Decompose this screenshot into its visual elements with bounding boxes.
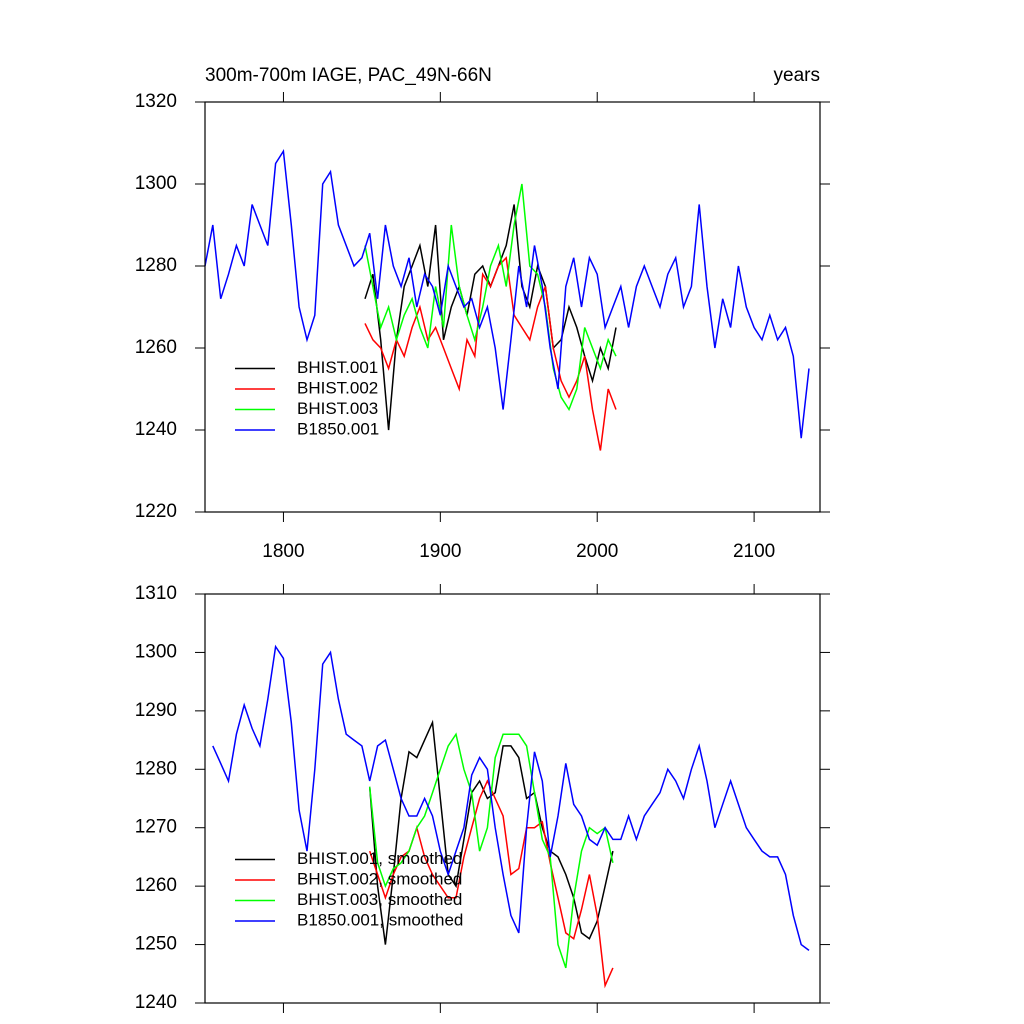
y-tick-label: 1280 xyxy=(135,255,177,276)
x-tick-label: 1900 xyxy=(419,541,461,562)
x-tick-label: 2000 xyxy=(576,541,618,562)
chart-right-title: years xyxy=(774,65,820,86)
legend-label: B1850.001 xyxy=(297,419,379,438)
legend-label: BHIST.003, smoothed xyxy=(297,890,462,909)
legend-label: BHIST.001, smoothed xyxy=(297,849,462,868)
y-tick-label: 1310 xyxy=(135,583,177,604)
legend-label: B1850.001, smoothed xyxy=(297,910,463,929)
y-tick-label: 1240 xyxy=(135,419,177,440)
y-tick-label: 1260 xyxy=(135,337,177,358)
y-tick-label: 1300 xyxy=(135,641,177,662)
series-line xyxy=(212,644,810,952)
series-line xyxy=(368,732,614,969)
y-tick-label: 1320 xyxy=(135,91,177,112)
y-tick-label: 1240 xyxy=(135,992,177,1013)
legend-label: BHIST.002 xyxy=(297,378,378,397)
series-line xyxy=(364,183,617,412)
y-tick-label: 1280 xyxy=(135,758,177,779)
plot-frame xyxy=(204,593,821,1004)
y-tick-label: 1250 xyxy=(135,934,177,955)
x-tick-label: 1800 xyxy=(262,541,304,562)
y-tick-label: 1270 xyxy=(135,817,177,838)
legend-label: BHIST.001 xyxy=(297,358,378,377)
y-tick-label: 1290 xyxy=(135,700,177,721)
y-tick-label: 1300 xyxy=(135,173,177,194)
y-tick-label: 1220 xyxy=(135,501,177,522)
y-tick-label: 1260 xyxy=(135,875,177,896)
series-line xyxy=(364,204,617,431)
legend-label: BHIST.003 xyxy=(297,399,378,418)
plot-frame xyxy=(204,101,821,513)
x-tick-label: 2100 xyxy=(733,541,775,562)
series-line xyxy=(364,256,617,451)
chart-title: 300m-700m IAGE, PAC_49N-66N xyxy=(205,65,492,86)
legend-label: BHIST.002, smoothed xyxy=(297,869,462,888)
series-line xyxy=(204,148,810,439)
